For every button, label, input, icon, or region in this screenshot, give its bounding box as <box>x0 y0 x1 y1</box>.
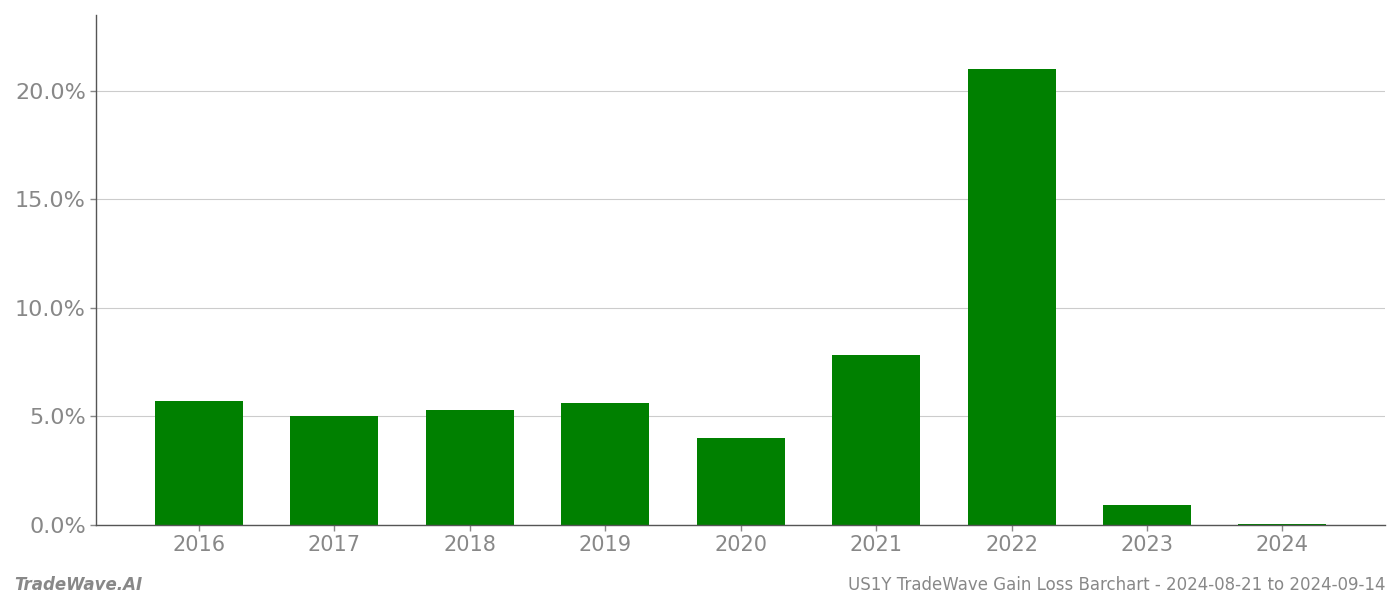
Bar <box>561 403 650 524</box>
Bar <box>697 438 784 524</box>
Bar <box>1103 505 1191 524</box>
Bar <box>155 401 244 524</box>
Text: US1Y TradeWave Gain Loss Barchart - 2024-08-21 to 2024-09-14: US1Y TradeWave Gain Loss Barchart - 2024… <box>848 576 1386 594</box>
Bar <box>967 69 1056 524</box>
Bar <box>426 410 514 524</box>
Text: TradeWave.AI: TradeWave.AI <box>14 576 143 594</box>
Bar <box>832 355 920 524</box>
Bar <box>290 416 378 524</box>
